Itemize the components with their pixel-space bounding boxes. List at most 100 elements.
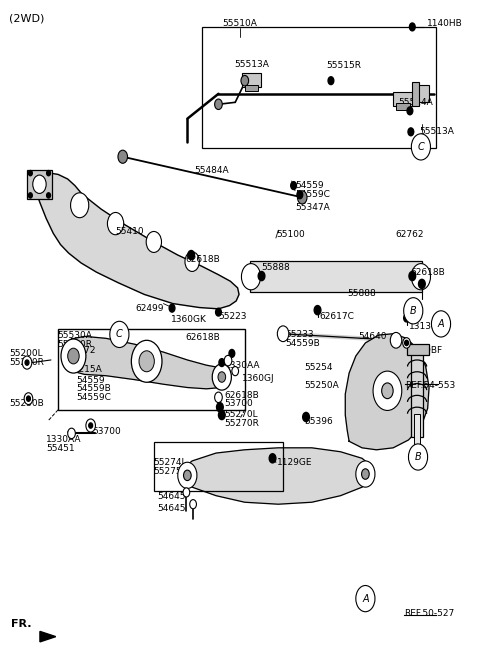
Circle shape bbox=[432, 311, 451, 337]
Circle shape bbox=[409, 271, 416, 281]
Circle shape bbox=[110, 321, 129, 348]
Polygon shape bbox=[180, 448, 372, 504]
Circle shape bbox=[118, 150, 128, 164]
Text: (2WD): (2WD) bbox=[9, 14, 45, 24]
Text: 55510A: 55510A bbox=[223, 19, 257, 28]
Circle shape bbox=[411, 134, 431, 160]
Circle shape bbox=[356, 585, 375, 612]
Text: 1330AA: 1330AA bbox=[225, 361, 260, 371]
Circle shape bbox=[404, 314, 409, 322]
Text: 55200R: 55200R bbox=[9, 358, 44, 367]
Bar bbox=[407, 344, 429, 355]
Text: 55233: 55233 bbox=[286, 330, 314, 339]
Circle shape bbox=[373, 371, 402, 411]
Circle shape bbox=[183, 487, 190, 497]
Text: 55100: 55100 bbox=[276, 230, 305, 239]
Circle shape bbox=[218, 372, 226, 382]
Circle shape bbox=[232, 367, 239, 376]
Text: 54559: 54559 bbox=[76, 376, 105, 385]
Circle shape bbox=[411, 263, 431, 290]
Circle shape bbox=[216, 308, 221, 316]
Polygon shape bbox=[32, 173, 239, 309]
Circle shape bbox=[403, 338, 410, 348]
Text: 54640: 54640 bbox=[359, 332, 387, 341]
Text: 53700: 53700 bbox=[93, 427, 121, 436]
Text: 55254: 55254 bbox=[305, 363, 333, 372]
Bar bbox=[202, 27, 436, 148]
Circle shape bbox=[269, 454, 276, 463]
Text: 55215A: 55215A bbox=[68, 365, 102, 374]
Circle shape bbox=[28, 171, 32, 175]
Bar bbox=[27, 170, 52, 198]
Circle shape bbox=[404, 298, 423, 324]
Bar bbox=[417, 85, 429, 102]
Text: 55530A: 55530A bbox=[57, 331, 92, 340]
Bar bbox=[250, 261, 422, 292]
Circle shape bbox=[132, 340, 162, 382]
Text: 55888: 55888 bbox=[348, 289, 376, 298]
Text: 55275R: 55275R bbox=[153, 467, 188, 476]
Text: 1430BF: 1430BF bbox=[408, 346, 443, 355]
Text: 62618B: 62618B bbox=[185, 255, 220, 264]
Bar bbox=[154, 442, 283, 491]
Circle shape bbox=[169, 304, 175, 312]
Text: 55270R: 55270R bbox=[225, 419, 260, 428]
Circle shape bbox=[414, 449, 420, 458]
Text: 55513A: 55513A bbox=[420, 127, 455, 135]
Circle shape bbox=[409, 23, 415, 31]
Circle shape bbox=[185, 252, 199, 271]
Circle shape bbox=[314, 306, 321, 315]
Text: REF.54-553: REF.54-553 bbox=[405, 381, 456, 390]
Bar bbox=[411, 353, 423, 437]
Text: 55515R: 55515R bbox=[326, 61, 361, 70]
Circle shape bbox=[407, 107, 413, 115]
Text: 54559C: 54559C bbox=[295, 189, 330, 198]
Text: C: C bbox=[116, 329, 123, 340]
Text: 62499: 62499 bbox=[135, 304, 163, 313]
Text: 55230B: 55230B bbox=[9, 399, 44, 407]
Polygon shape bbox=[69, 336, 229, 389]
Circle shape bbox=[219, 359, 225, 367]
Circle shape bbox=[25, 360, 29, 365]
Text: 54559B: 54559B bbox=[286, 339, 320, 348]
Text: 1129GE: 1129GE bbox=[277, 459, 313, 467]
Circle shape bbox=[328, 77, 334, 85]
Circle shape bbox=[241, 76, 249, 86]
Text: 54645: 54645 bbox=[157, 504, 186, 513]
Circle shape bbox=[190, 499, 196, 509]
Circle shape bbox=[241, 263, 261, 290]
Text: 55270L: 55270L bbox=[225, 411, 258, 419]
Text: B: B bbox=[415, 452, 421, 462]
Polygon shape bbox=[40, 631, 56, 642]
Text: 54559B: 54559B bbox=[76, 384, 111, 394]
Text: 1140HB: 1140HB bbox=[427, 19, 462, 28]
Text: 62618B: 62618B bbox=[225, 391, 259, 399]
Circle shape bbox=[405, 340, 408, 346]
Text: 1360GJ: 1360GJ bbox=[242, 374, 275, 384]
Text: FR.: FR. bbox=[11, 619, 32, 629]
Text: 54559C: 54559C bbox=[76, 393, 111, 401]
Bar bbox=[412, 82, 420, 106]
Text: 55451: 55451 bbox=[46, 444, 75, 453]
Circle shape bbox=[139, 351, 155, 372]
Circle shape bbox=[212, 364, 231, 390]
Circle shape bbox=[216, 403, 223, 412]
Text: 55530R: 55530R bbox=[57, 340, 92, 349]
Circle shape bbox=[33, 175, 46, 193]
Circle shape bbox=[22, 356, 32, 369]
Circle shape bbox=[26, 396, 30, 401]
Circle shape bbox=[61, 339, 86, 373]
Circle shape bbox=[419, 279, 425, 288]
Circle shape bbox=[224, 355, 232, 366]
Circle shape bbox=[229, 350, 235, 357]
Circle shape bbox=[188, 250, 194, 260]
Circle shape bbox=[89, 423, 93, 428]
Circle shape bbox=[356, 461, 375, 487]
Text: 54645: 54645 bbox=[157, 492, 186, 501]
Circle shape bbox=[215, 392, 222, 403]
Text: 55347A: 55347A bbox=[295, 202, 330, 212]
Circle shape bbox=[218, 411, 225, 420]
Circle shape bbox=[108, 212, 124, 235]
Text: 62618B: 62618B bbox=[185, 333, 220, 342]
Circle shape bbox=[215, 99, 222, 110]
